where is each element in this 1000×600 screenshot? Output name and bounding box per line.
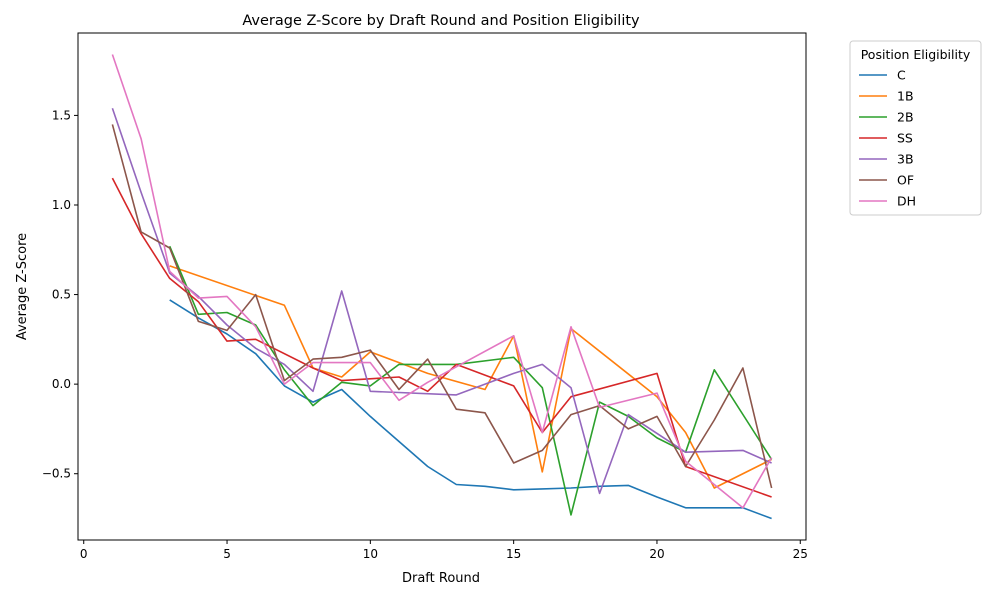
x-tick-label: 15: [506, 547, 521, 561]
y-tick-label: −0.5: [42, 467, 71, 481]
y-tick-label: 1.0: [52, 198, 71, 212]
x-tick-label: 10: [363, 547, 378, 561]
legend-label-dh: DH: [897, 194, 916, 209]
series-line-c: [169, 299, 772, 520]
series-line-dh: [111, 54, 773, 509]
legend-label-c: C: [897, 68, 906, 83]
legend-frame: [849, 40, 982, 216]
series-line-3b: [111, 107, 772, 495]
y-axis: −0.5 0.0 0.5 1.0 1.5: [42, 108, 78, 481]
legend-label-2b: 2B: [897, 110, 914, 125]
legend-label-1b: 1B: [897, 89, 914, 104]
plot-frame: [77, 32, 807, 541]
x-axis-title: Draft Round: [402, 571, 480, 586]
y-tick-label: 1.5: [52, 108, 71, 122]
series-line-ss: [111, 177, 772, 498]
series-line-of: [111, 124, 773, 489]
x-tick-label: 5: [223, 547, 231, 561]
legend-items: C 1B 2B SS 3B OF DH: [859, 68, 916, 209]
y-tick-label: 0.5: [52, 288, 71, 302]
y-axis-title: Average Z-Score: [15, 233, 30, 340]
legend: Position Eligibility C 1B 2B SS 3B OF DH: [849, 40, 982, 216]
plot-area: [77, 32, 807, 541]
legend-label-3b: 3B: [897, 152, 914, 167]
series-lines: [111, 54, 773, 520]
x-axis: 0 5 10 15 20 25: [80, 540, 808, 561]
chart-title: Average Z-Score by Draft Round and Posit…: [242, 13, 640, 29]
legend-label-of: OF: [897, 173, 914, 188]
x-tick-label: 20: [649, 547, 664, 561]
legend-label-ss: SS: [897, 131, 913, 146]
x-tick-label: 25: [793, 547, 808, 561]
x-tick-label: 0: [80, 547, 88, 561]
y-tick-label: 0.0: [52, 377, 71, 391]
legend-title: Position Eligibility: [861, 47, 971, 62]
